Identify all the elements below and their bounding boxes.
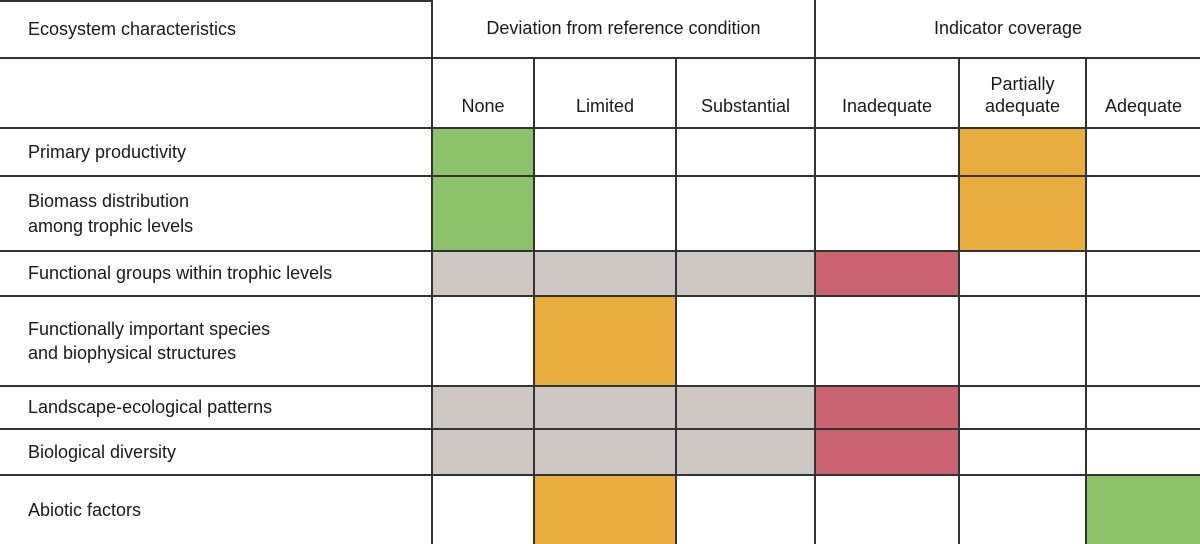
row-label: Biological diversity: [0, 428, 433, 474]
empty-header-cell: [0, 57, 433, 127]
matrix-cell: [1087, 385, 1200, 428]
matrix-cell: [535, 428, 677, 474]
matrix-cell: [816, 127, 960, 175]
matrix-cell: [960, 295, 1087, 385]
matrix-cell: [960, 385, 1087, 428]
matrix-cell: [816, 474, 960, 544]
column-header-substantial: Substantial: [677, 57, 816, 127]
matrix-cell: [677, 175, 816, 250]
matrix-cell: [816, 250, 960, 295]
matrix-cell: [816, 385, 960, 428]
row-header-label: Ecosystem characteristics: [28, 19, 237, 39]
column-header-inadequate: Inadequate: [816, 57, 960, 127]
matrix-cell: [960, 474, 1087, 544]
matrix-cell: [433, 250, 535, 295]
matrix-cell: [433, 175, 535, 250]
matrix-cell: [677, 474, 816, 544]
matrix-cell: [816, 175, 960, 250]
matrix-cell: [433, 295, 535, 385]
row-label: Biomass distribution among trophic level…: [0, 175, 433, 250]
matrix-cell: [677, 295, 816, 385]
row-label-line: among trophic levels: [28, 215, 194, 236]
matrix-cell: [677, 428, 816, 474]
column-header-limited: Limited: [535, 57, 677, 127]
matrix-cell: [960, 175, 1087, 250]
column-group-indicator-coverage: Indicator coverage: [816, 0, 1200, 57]
matrix-cell: [535, 385, 677, 428]
column-header-none: None: [433, 57, 535, 127]
column-header-inadequate-label: Inadequate: [841, 96, 933, 117]
row-label: Abiotic factors: [0, 474, 433, 544]
row-header-title-cell: Ecosystem characteristics: [0, 0, 433, 57]
column-header-partially-adequate: Partially adequate: [960, 57, 1087, 127]
row-label-line: Landscape-ecological patterns: [28, 397, 273, 418]
matrix-cell: [535, 175, 677, 250]
matrix-cell: [960, 428, 1087, 474]
matrix-cell: [1087, 295, 1200, 385]
column-header-adequate: Adequate: [1087, 57, 1200, 127]
column-header-none-label: None: [461, 96, 505, 117]
matrix-cell: [535, 295, 677, 385]
matrix-cell: [535, 474, 677, 544]
matrix-cell: [1087, 250, 1200, 295]
matrix-cell: [1087, 428, 1200, 474]
matrix-cell: [433, 474, 535, 544]
matrix-cell: [960, 127, 1087, 175]
row-label-line: Biological diversity: [28, 441, 177, 462]
matrix-cell: [677, 250, 816, 295]
matrix-cell: [1087, 175, 1200, 250]
row-label-line: Functionally important species: [28, 318, 271, 339]
row-label-line: Abiotic factors: [28, 499, 142, 520]
row-label-line: Functional groups within trophic levels: [28, 263, 333, 284]
matrix-cell: [816, 428, 960, 474]
row-label: Functionally important species and bioph…: [0, 295, 433, 385]
matrix-cell: [433, 127, 535, 175]
column-header-limited-label: Limited: [575, 96, 635, 117]
matrix-cell: [433, 428, 535, 474]
column-header-substantial-label: Substantial: [700, 96, 791, 117]
column-group-deviation: Deviation from reference condition: [433, 0, 816, 57]
matrix-cell: [960, 250, 1087, 295]
column-header-partially-adequate-label: Partially adequate: [984, 74, 1061, 117]
column-group-indicator-coverage-label: Indicator coverage: [933, 18, 1083, 38]
matrix-cell: [677, 385, 816, 428]
row-label: Landscape-ecological patterns: [0, 385, 433, 428]
row-label: Functional groups within trophic levels: [0, 250, 433, 295]
matrix-cell: [816, 295, 960, 385]
column-group-deviation-label: Deviation from reference condition: [486, 18, 761, 38]
matrix-cell: [535, 250, 677, 295]
row-label-line: and biophysical structures: [28, 343, 237, 363]
matrix-cell: [433, 385, 535, 428]
row-label-line: Biomass distribution: [28, 191, 190, 212]
row-label-line: Primary productivity: [28, 141, 187, 162]
matrix-cell: [1087, 474, 1200, 544]
matrix-cell: [1087, 127, 1200, 175]
column-header-adequate-label: Adequate: [1104, 96, 1183, 117]
matrix-cell: [677, 127, 816, 175]
row-label: Primary productivity: [0, 127, 433, 175]
matrix-cell: [535, 127, 677, 175]
